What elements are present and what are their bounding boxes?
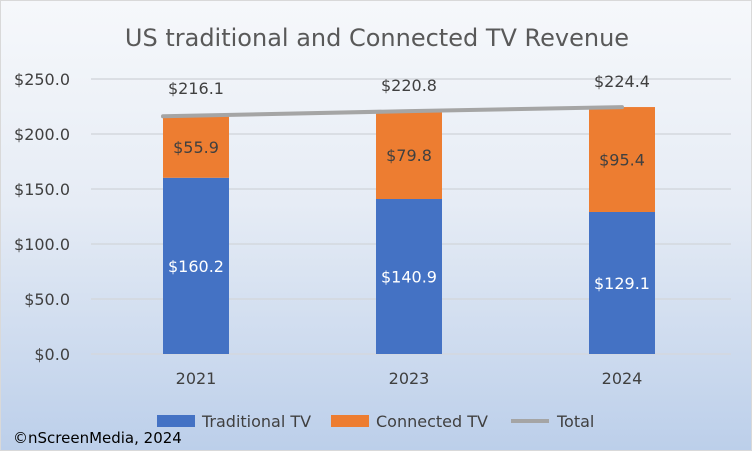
legend-swatch-connected-tv	[331, 415, 369, 427]
bar-connected-tv	[163, 116, 229, 178]
legend-label-traditional-tv: Traditional TV	[201, 412, 311, 431]
data-label-traditional-tv: $140.9	[381, 268, 437, 287]
y-tick-label: $250.0	[14, 70, 70, 89]
bar-connected-tv	[376, 111, 442, 200]
bar-traditional-tv	[163, 177, 229, 354]
data-label-connected-tv: $55.9	[173, 138, 219, 157]
line-total	[161, 105, 624, 119]
y-tick-label: $100.0	[14, 235, 70, 254]
legend-label-connected-tv: Connected TV	[376, 412, 488, 431]
y-tick-label: $0.0	[34, 345, 70, 364]
data-label-traditional-tv: $160.2	[168, 257, 224, 276]
x-tick-label: 2024	[602, 369, 643, 388]
bar-connected-tv	[589, 107, 655, 212]
data-label-connected-tv: $95.4	[599, 151, 645, 170]
y-tick-label: $50.0	[24, 290, 70, 309]
data-label-total: $224.4	[594, 72, 650, 91]
data-label-traditional-tv: $129.1	[594, 274, 650, 293]
credit-text: ©nScreenMedia, 2024	[13, 429, 182, 447]
data-label-connected-tv: $79.8	[386, 146, 432, 165]
x-tick-label: 2023	[389, 369, 430, 388]
x-tick-label: 2021	[176, 369, 217, 388]
chart-title: US traditional and Connected TV Revenue	[125, 24, 629, 52]
y-tick-label: $200.0	[14, 125, 70, 144]
legend-label-total: Total	[556, 412, 594, 431]
data-label-total: $216.1	[168, 79, 224, 98]
bar-traditional-tv	[376, 199, 442, 354]
y-tick-label: $150.0	[14, 180, 70, 199]
bar-traditional-tv	[589, 211, 655, 354]
data-label-total: $220.8	[381, 76, 437, 95]
legend-swatch-traditional-tv	[157, 415, 195, 427]
